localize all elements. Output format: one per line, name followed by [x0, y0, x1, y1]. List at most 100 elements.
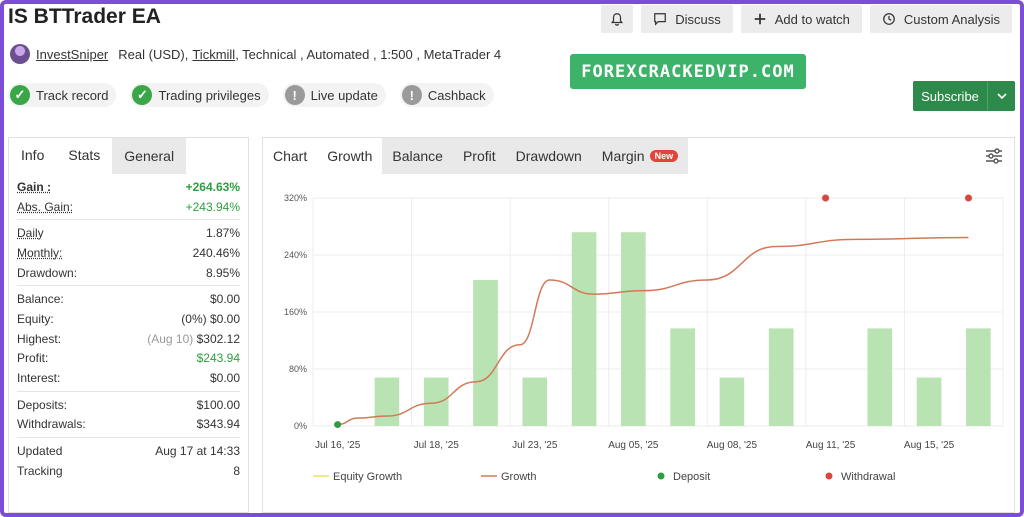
check-icon: ✓ — [132, 85, 153, 105]
chat-icon — [654, 13, 667, 26]
legend-label: Withdrawal — [841, 471, 895, 483]
page-title: IS BTTrader EA — [8, 5, 161, 28]
bar — [670, 328, 695, 426]
x-tick-label: Aug 05, '25 — [608, 440, 659, 451]
stat-value: $0.00 — [209, 311, 240, 326]
bar — [966, 328, 991, 426]
x-tick-label: Aug 08, '25 — [707, 440, 758, 451]
subscribe-button[interactable]: Subscribe — [913, 81, 1015, 111]
tab-general[interactable]: General — [112, 138, 187, 174]
stat-daily: Daily 1.87% — [17, 223, 240, 243]
stat-value: Aug 17 at 14:33 — [155, 444, 240, 459]
exclamation-icon: ! — [401, 85, 422, 105]
stat-value: $343.94 — [196, 417, 240, 432]
tab-chart[interactable]: Chart — [263, 138, 318, 174]
x-tick-label: Aug 11, '25 — [806, 440, 856, 451]
stats-list: Gain : +264.63% Abs. Gain: +243.94% Daily 1… — [9, 174, 248, 484]
chevron-down-icon[interactable] — [987, 81, 1015, 111]
bar — [571, 232, 597, 426]
badge-cashback: ! Cashback — [399, 83, 494, 107]
legend-label: Deposit — [673, 471, 710, 483]
bar — [473, 279, 498, 426]
stat-value: $100.00 — [196, 397, 240, 412]
stat-label: Tracking — [17, 463, 63, 478]
avatar — [10, 44, 30, 64]
stat-value: 240.46% — [192, 245, 240, 260]
badge-label: Cashback — [427, 87, 486, 103]
y-tick-label: 80% — [289, 364, 307, 374]
bell-icon — [611, 13, 624, 26]
y-tick-label: 160% — [284, 307, 307, 317]
withdrawal-marker — [965, 194, 972, 202]
tab-drawdown[interactable]: Drawdown — [505, 138, 592, 174]
badge-track-record: ✓ Track record — [8, 83, 117, 107]
stat-label: Updated — [17, 444, 63, 459]
tab-margin[interactable]: Margin New — [591, 138, 689, 174]
stats-tabs: Info Stats General — [9, 138, 248, 174]
notifications-button[interactable] — [601, 5, 634, 33]
legend-label: Growth — [501, 471, 536, 483]
stat-drawdown: Drawdown: 8.95% — [17, 263, 240, 283]
stat-monthly: Monthly: 240.46% — [17, 243, 240, 263]
tab-growth[interactable]: Growth — [317, 138, 383, 174]
stat-label: Abs. Gain: — [17, 199, 74, 214]
badge-live-update: ! Live update — [282, 83, 386, 107]
tab-margin-label: Margin — [601, 148, 645, 164]
tab-profit[interactable]: Profit — [452, 138, 506, 174]
stat-value: $302.12 — [196, 331, 240, 346]
stat-gain: Gain : +264.63% — [17, 177, 240, 197]
tab-info[interactable]: Info — [9, 138, 57, 174]
bar — [916, 377, 942, 426]
stat-value: +264.63% — [185, 179, 240, 194]
settings-sliders-icon[interactable] — [984, 146, 1004, 166]
system-meta: InvestSniper Real (USD), Tickmill , Tech… — [10, 44, 501, 64]
stat-label: Gain : — [17, 179, 52, 194]
bar — [621, 232, 646, 426]
tab-stats[interactable]: Stats — [56, 138, 113, 174]
badge-label: Live update — [310, 87, 378, 103]
tab-balance[interactable]: Balance — [382, 138, 453, 174]
stat-label: Balance: — [17, 292, 64, 307]
author-link[interactable]: InvestSniper — [36, 46, 109, 62]
account-type: Real (USD), — [118, 46, 189, 62]
badge-trading-privileges: ✓ Trading privileges — [130, 83, 269, 107]
stat-note: (0%) — [181, 311, 207, 326]
bar — [768, 328, 794, 426]
stat-highest: Highest: (Aug 10) $302.12 — [17, 329, 240, 349]
stat-value: $0.00 — [209, 371, 240, 386]
stat-tracking: Tracking 8 — [17, 461, 240, 481]
chart-panel: Chart Growth Balance Profit Drawdown Mar… — [262, 137, 1015, 513]
broker-link[interactable]: Tickmill — [192, 46, 236, 62]
badge-label: Trading privileges — [158, 87, 261, 103]
withdrawal-marker — [822, 194, 830, 202]
stat-label: Deposits: — [17, 397, 68, 412]
stat-label: Equity: — [17, 311, 54, 326]
custom-analysis-label: Custom Analysis — [903, 11, 1000, 27]
y-tick-label: 320% — [284, 193, 307, 203]
stat-profit: Profit: $243.94 — [17, 349, 240, 369]
deposit-marker — [334, 421, 342, 429]
stat-withdrawals: Withdrawals: $343.94 — [17, 415, 240, 435]
growth-chart: 0% 80% 160% 240% 320% Jul 16, '25 Jul 18, '25 J… — [284, 193, 1004, 483]
bar — [423, 377, 449, 426]
bar — [522, 377, 548, 426]
stat-label: Daily — [17, 226, 44, 241]
add-to-watch-button[interactable]: Add to watch — [740, 5, 862, 33]
stat-value: $243.94 — [196, 351, 240, 366]
subscribe-label: Subscribe — [921, 88, 979, 104]
stat-abs-gain: Abs. Gain: +243.94% — [17, 197, 240, 217]
clock-icon — [883, 13, 895, 25]
stat-balance: Balance: $0.00 — [17, 289, 240, 309]
stat-label: Drawdown: — [17, 265, 78, 280]
discuss-button[interactable]: Discuss — [641, 5, 733, 33]
stat-updated: Updated Aug 17 at 14:33 — [17, 441, 240, 461]
y-tick-label: 0% — [294, 421, 307, 431]
exclamation-icon: ! — [284, 85, 305, 105]
custom-analysis-button[interactable]: Custom Analysis — [869, 5, 1012, 33]
system-details: , Technical , Automated , 1:500 , MetaTr… — [235, 46, 502, 62]
y-tick-label: 240% — [284, 250, 307, 260]
watermark-banner: FOREXCRACKEDVIP.COM — [570, 54, 806, 89]
stats-panel: Info Stats General Gain : +264.63% Abs. G… — [8, 137, 249, 513]
stat-note: (Aug 10) — [147, 331, 194, 346]
add-to-watch-label: Add to watch — [774, 11, 850, 27]
